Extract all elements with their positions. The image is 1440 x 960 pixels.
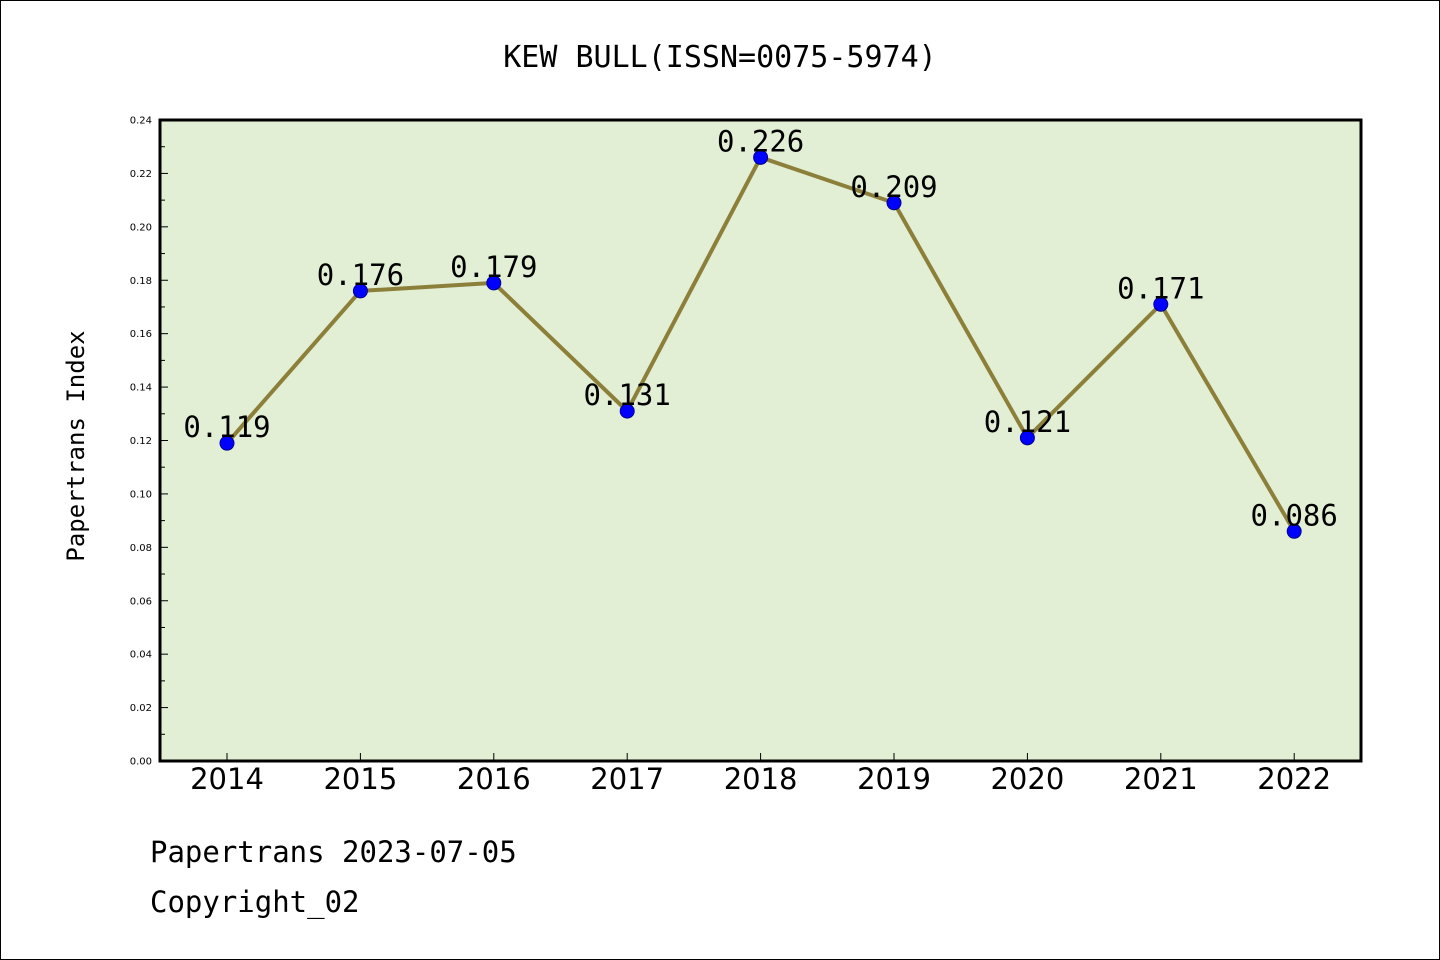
data-label: 0.176 [317, 258, 404, 292]
x-tick-label: 2015 [323, 762, 397, 796]
y-tick-label: 0.00 [130, 757, 152, 768]
y-axis-ticks: 0.00 0.02 0.04 0.06 0.08 0.10 0.12 0.14 0.16 0.18… [130, 116, 168, 768]
x-tick-label: 2019 [857, 762, 931, 796]
data-point [1286, 523, 1302, 539]
data-label: 0.226 [717, 124, 804, 158]
y-tick-label: 0.18 [130, 276, 152, 287]
plot-area [158, 118, 1363, 763]
y-tick-label: 0.24 [130, 116, 152, 127]
y-tick-label: 0.02 [130, 703, 152, 714]
x-tick-label: 2020 [990, 762, 1064, 796]
y-tick-label: 0.22 [130, 169, 152, 180]
x-axis-ticks: 2014 2015 2016 2017 2018 2019 2020 2021 2022 [190, 753, 1331, 796]
y-tick-label: 0.14 [130, 383, 152, 394]
y-tick-label: 0.08 [130, 543, 152, 554]
data-point [753, 149, 769, 165]
x-tick-label: 2021 [1124, 762, 1198, 796]
x-tick-label: 2018 [724, 762, 798, 796]
y-tick-label: 0.16 [130, 329, 152, 340]
data-point [352, 283, 368, 299]
data-point [886, 195, 902, 211]
data-label: 0.086 [1251, 498, 1338, 532]
data-label: 0.121 [984, 405, 1071, 439]
x-tick-label: 2022 [1257, 762, 1331, 796]
y-tick-label: 0.12 [130, 436, 152, 447]
data-point [219, 435, 235, 451]
y-tick-label: 0.20 [130, 222, 152, 233]
series-layer: 0.119 0.176 0.179 0.131 0.226 0.209 0.121 0.171… [183, 124, 1338, 539]
data-point [619, 403, 635, 419]
x-tick-label: 2016 [457, 762, 531, 796]
footer-copyright: Copyright_02 [150, 885, 360, 919]
y-axis-label: Papertrans Index [62, 330, 90, 561]
x-tick-label: 2014 [190, 762, 264, 796]
data-point [1019, 430, 1035, 446]
data-label: 0.119 [183, 410, 270, 444]
y-tick-label: 0.06 [130, 596, 152, 607]
footer-date: Papertrans 2023-07-05 [150, 835, 517, 869]
y-tick-label: 0.04 [130, 650, 152, 661]
chart-title: KEW BULL(ISSN=0075-5974) [503, 40, 936, 75]
data-point [486, 275, 502, 291]
y-tick-label: 0.10 [130, 489, 152, 500]
data-point [1153, 296, 1169, 312]
x-tick-label: 2017 [590, 762, 664, 796]
data-label: 0.209 [850, 170, 937, 204]
data-label: 0.131 [584, 378, 671, 412]
data-label: 0.179 [450, 250, 537, 284]
data-label: 0.171 [1117, 271, 1204, 305]
